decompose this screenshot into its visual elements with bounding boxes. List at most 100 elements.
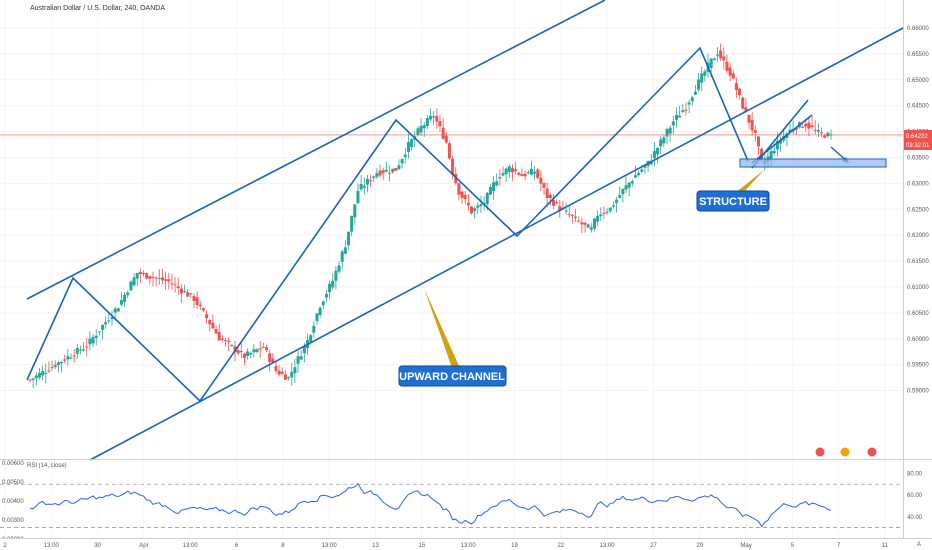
candle-body	[674, 114, 678, 120]
candle-body	[548, 194, 552, 199]
candle-body	[145, 273, 149, 279]
candle-body	[274, 366, 278, 372]
time-axis[interactable]	[0, 538, 932, 550]
candle-body	[353, 204, 357, 218]
candle-body	[551, 199, 555, 206]
candle-body	[400, 159, 404, 164]
time-tick-label: 7	[837, 543, 841, 549]
price-axis[interactable]	[904, 0, 932, 550]
chart-title: Australian Dollar / U.S. Dollar, 240, OA…	[30, 5, 165, 12]
rsi-right-tick: 80.00	[907, 471, 923, 477]
candle-body	[432, 116, 436, 118]
candle-body	[151, 276, 155, 278]
time-tick-label: 13:00	[461, 543, 477, 549]
channel-upper-line[interactable]	[26, 0, 606, 300]
candle-body	[507, 166, 511, 173]
economic-event-icon[interactable]	[839, 446, 851, 458]
zigzag-line[interactable]	[26, 46, 749, 403]
candle-body	[463, 194, 467, 200]
candle-body	[488, 186, 492, 195]
candle-body	[104, 322, 108, 325]
candle-body	[813, 129, 817, 131]
structure-callout	[696, 190, 770, 212]
channel-lower-line[interactable]	[89, 27, 904, 461]
candle-body	[78, 349, 82, 351]
candle-body	[113, 308, 117, 313]
price-tick-label: 0.65000	[907, 78, 929, 84]
candle-body	[189, 293, 193, 295]
candle-body	[388, 172, 392, 174]
candle-body	[66, 356, 70, 360]
candle-body	[160, 277, 164, 281]
candle-body	[545, 188, 549, 199]
candle-body	[236, 349, 240, 354]
time-tick-label: 22	[557, 543, 564, 549]
candle-body	[315, 313, 319, 322]
structure-zone[interactable]	[739, 158, 887, 168]
rsi-left-tick: 0.00400	[2, 499, 24, 505]
candle-body	[170, 283, 174, 285]
candle-body	[135, 272, 139, 279]
candle-body	[154, 277, 158, 279]
candle-body	[384, 169, 388, 172]
candle-body	[302, 345, 306, 354]
candle-body	[703, 71, 707, 76]
candle-body	[101, 325, 105, 330]
candle-body	[693, 91, 697, 95]
candle-body	[753, 130, 757, 133]
candle-body	[365, 178, 369, 185]
candle-body	[712, 58, 716, 61]
auto-scale-toggle[interactable]: A	[917, 542, 921, 548]
candle-body	[615, 199, 619, 204]
candle-body	[473, 208, 477, 211]
candle-body	[687, 102, 691, 105]
economic-event-icon[interactable]	[866, 446, 878, 458]
candle-body	[321, 301, 325, 306]
candle-body	[334, 270, 338, 281]
price-tick-label: 0.63000	[907, 181, 929, 187]
candle-body	[731, 73, 735, 79]
candle-body	[498, 177, 502, 179]
event-icons[interactable]	[814, 446, 878, 458]
candle-body	[492, 182, 496, 192]
candle-body	[410, 139, 414, 148]
candle-body	[589, 227, 593, 230]
candle-body	[454, 173, 458, 184]
price-axis-labels: 0.660000.655000.650000.645000.640000.635…	[907, 26, 929, 395]
candle-body	[621, 188, 625, 195]
candle-body	[362, 185, 366, 188]
candle-body	[56, 362, 60, 366]
candle-body	[356, 190, 360, 204]
candle-body	[652, 151, 656, 159]
candle-body	[596, 215, 600, 222]
candle-body	[337, 265, 341, 272]
candle-body	[299, 356, 303, 360]
candle-body	[668, 127, 672, 134]
time-tick-label: 19	[511, 543, 518, 549]
candle-body	[504, 168, 508, 175]
candle-body	[722, 56, 726, 61]
candle-body	[794, 127, 798, 130]
candle-body	[186, 292, 190, 297]
candle-body	[116, 308, 120, 312]
candle-body	[208, 319, 212, 325]
candle-body	[340, 251, 344, 262]
candle-body	[277, 370, 281, 375]
candle-body	[580, 222, 584, 225]
candle-body	[211, 322, 215, 329]
candle-body	[296, 356, 300, 364]
candle-body	[217, 332, 221, 341]
candle-body	[630, 181, 634, 184]
candle-body	[775, 140, 779, 150]
flag-lower-line[interactable]	[751, 99, 809, 169]
economic-event-icon[interactable]	[814, 446, 826, 458]
candle-body	[533, 171, 537, 174]
last-price-value: 0.64222	[906, 134, 928, 140]
candle-body	[34, 375, 38, 379]
candle-body	[690, 97, 694, 102]
candle-body	[312, 325, 316, 333]
price-tick-label: 0.64500	[907, 104, 929, 110]
candle-body	[756, 136, 760, 147]
candle-body	[252, 349, 256, 353]
